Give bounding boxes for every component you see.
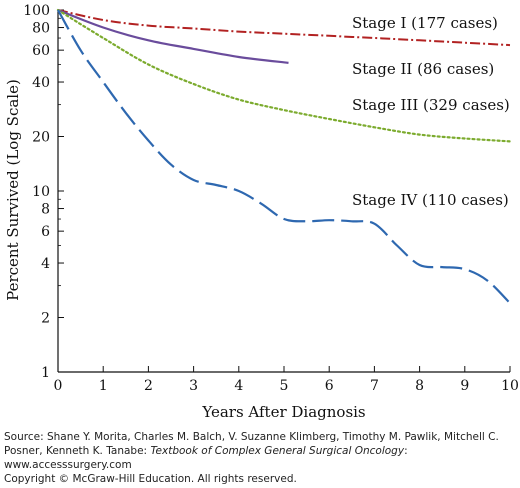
y-tick-label: 60 <box>32 43 50 59</box>
series-label-stage-3: Stage III (329 cases) <box>352 96 510 114</box>
series-label-stage-4: Stage IV (110 cases) <box>352 191 509 209</box>
y-tick-label: 8 <box>41 202 50 218</box>
copyright-notice: Copyright © McGraw-Hill Education. All r… <box>4 473 297 485</box>
y-tick-label: 20 <box>32 130 50 146</box>
x-tick-label: 5 <box>280 378 289 394</box>
source-citation: Source: Shane Y. Morita, Charles M. Balc… <box>4 430 516 458</box>
source-book-title: Textbook of Complex General Surgical Onc… <box>150 445 405 457</box>
x-tick-label: 3 <box>189 378 198 394</box>
y-tick-label: 80 <box>32 21 50 37</box>
source-url: www.accesssurgery.com <box>4 459 132 471</box>
x-tick-label: 2 <box>144 378 153 394</box>
x-tick-label: 8 <box>415 378 424 394</box>
series-labels: Stage I (177 cases) Stage II (86 cases) St… <box>352 14 510 209</box>
source-authors: Source: Shane Y. Morita, Charles M. Balc… <box>4 431 499 457</box>
series-line-stage-3 <box>56 8 512 143</box>
source-footer: Source: Shane Y. Morita, Charles M. Balc… <box>4 430 516 486</box>
x-tick-label: 0 <box>54 378 63 394</box>
y-tick-label: 10 <box>32 184 50 200</box>
series-line-stage-1 <box>57 9 511 47</box>
x-tick-label: 10 <box>501 378 519 394</box>
y-tick-label: 100 <box>23 3 50 19</box>
x-tick-label: 9 <box>460 378 469 394</box>
series-line-stage-4 <box>57 9 511 304</box>
series-lines <box>56 8 512 304</box>
y-tick-label: 1 <box>41 365 50 381</box>
x-tick-label: 7 <box>370 378 379 394</box>
series-line-stage-2 <box>57 8 289 64</box>
series-label-stage-2: Stage II (86 cases) <box>352 60 494 78</box>
source-book-suffix: : <box>404 445 408 457</box>
y-tick-label: 40 <box>32 75 50 91</box>
series-label-stage-1: Stage I (177 cases) <box>352 14 498 32</box>
x-tick-label: 1 <box>99 378 108 394</box>
y-axis-label: Percent Survived (Log Scale) <box>4 79 22 301</box>
x-axis-label: Years After Diagnosis <box>201 403 365 421</box>
x-tick-label: 6 <box>325 378 334 394</box>
x-tick-label: 4 <box>234 378 243 394</box>
y-tick-label: 2 <box>41 311 50 327</box>
y-tick-label: 4 <box>41 256 50 272</box>
y-tick-label: 6 <box>41 224 50 240</box>
